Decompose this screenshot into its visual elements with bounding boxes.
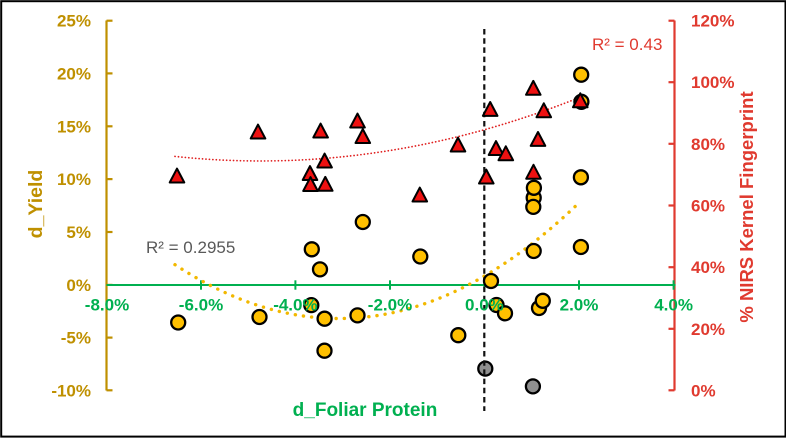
svg-text:% NIRS Kernel Fingerprint: % NIRS Kernel Fingerprint: [736, 91, 757, 322]
svg-text:d_Foliar Protein: d_Foliar Protein: [293, 400, 438, 421]
svg-text:5%: 5%: [66, 223, 91, 242]
svg-text:20%: 20%: [691, 320, 725, 339]
svg-text:25%: 25%: [57, 12, 91, 31]
svg-text:R² = 0.43: R² = 0.43: [592, 35, 662, 54]
svg-text:20%: 20%: [57, 64, 91, 83]
svg-text:0.0%: 0.0%: [465, 296, 504, 315]
svg-text:-8.0%: -8.0%: [85, 296, 129, 315]
svg-text:-5%: -5%: [61, 329, 91, 348]
svg-text:2.0%: 2.0%: [560, 296, 599, 315]
svg-text:-6.0%: -6.0%: [179, 296, 223, 315]
svg-text:-2.0%: -2.0%: [368, 296, 412, 315]
svg-text:0%: 0%: [66, 276, 91, 295]
svg-text:-10%: -10%: [51, 381, 91, 400]
svg-text:100%: 100%: [691, 73, 734, 92]
svg-text:0%: 0%: [691, 381, 716, 400]
svg-text:80%: 80%: [691, 135, 725, 154]
svg-text:40%: 40%: [691, 258, 725, 277]
svg-text:60%: 60%: [691, 197, 725, 216]
svg-text:10%: 10%: [57, 170, 91, 189]
svg-text:120%: 120%: [691, 12, 734, 31]
svg-text:d_Yield: d_Yield: [25, 170, 47, 239]
svg-text:R² = 0.2955: R² = 0.2955: [146, 238, 235, 257]
svg-text:4.0%: 4.0%: [654, 296, 693, 315]
svg-text:-4.0%: -4.0%: [273, 296, 317, 315]
svg-text:15%: 15%: [57, 117, 91, 136]
